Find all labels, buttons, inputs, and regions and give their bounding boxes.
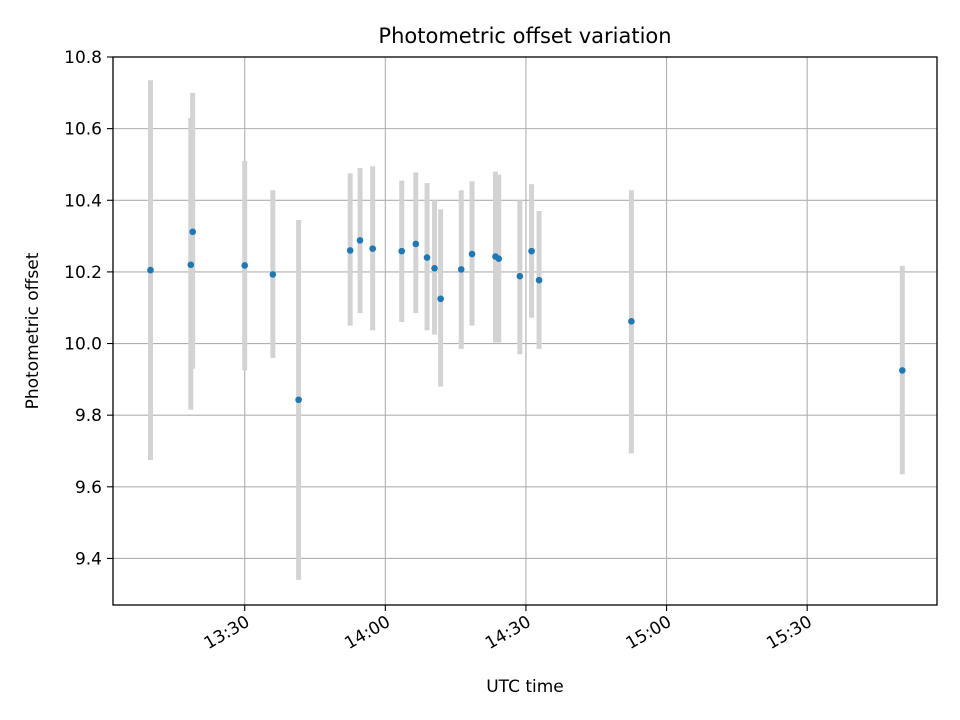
x-axis-ticks: 13:30 14:00 14:30 15:00 15:30 bbox=[201, 605, 816, 654]
x-tick-label: 15:00 bbox=[623, 612, 675, 654]
y-tick-label: 10.4 bbox=[64, 191, 102, 211]
data-point bbox=[398, 247, 406, 255]
y-tick-label: 10.6 bbox=[64, 120, 102, 140]
data-point bbox=[369, 245, 376, 252]
data-point bbox=[269, 271, 277, 278]
data-point bbox=[147, 266, 154, 274]
data-point bbox=[241, 262, 249, 269]
data-point bbox=[346, 247, 354, 254]
y-axis-label: Photometric offset bbox=[23, 252, 43, 409]
grid-lines bbox=[113, 56, 937, 605]
y-tick-label: 9.8 bbox=[75, 406, 102, 426]
data-point bbox=[423, 254, 431, 261]
x-axis-label: UTC time bbox=[486, 677, 564, 697]
data-point bbox=[187, 261, 195, 269]
data-point bbox=[295, 396, 302, 404]
x-tick-label: 14:00 bbox=[341, 612, 393, 654]
y-tick-label: 10.0 bbox=[64, 335, 102, 355]
x-tick-label: 15:30 bbox=[763, 612, 815, 654]
data-point bbox=[495, 255, 503, 262]
data-point bbox=[528, 247, 535, 255]
data-point bbox=[899, 367, 906, 374]
data-point bbox=[356, 237, 364, 244]
x-tick-label: 13:30 bbox=[201, 612, 253, 654]
data-point bbox=[437, 295, 444, 303]
y-axis-ticks: 9.4 9.6 9.8 10.0 10.2 10.4 10.6 10.8 bbox=[64, 48, 113, 569]
y-tick-label: 9.4 bbox=[75, 549, 102, 569]
data-point bbox=[412, 240, 420, 248]
chart-title: Photometric offset variation bbox=[378, 24, 671, 48]
data-point bbox=[468, 250, 476, 258]
y-tick-label: 10.2 bbox=[64, 263, 102, 283]
data-points bbox=[147, 228, 906, 404]
data-point bbox=[457, 266, 465, 273]
data-point bbox=[189, 228, 196, 236]
x-tick-label: 14:30 bbox=[482, 612, 534, 654]
data-point bbox=[628, 318, 635, 325]
data-point bbox=[431, 265, 438, 272]
y-tick-label: 10.8 bbox=[64, 48, 102, 68]
data-point bbox=[535, 276, 543, 284]
y-tick-label: 9.6 bbox=[75, 478, 102, 498]
data-point bbox=[516, 272, 524, 280]
plot-frame bbox=[112, 56, 938, 606]
